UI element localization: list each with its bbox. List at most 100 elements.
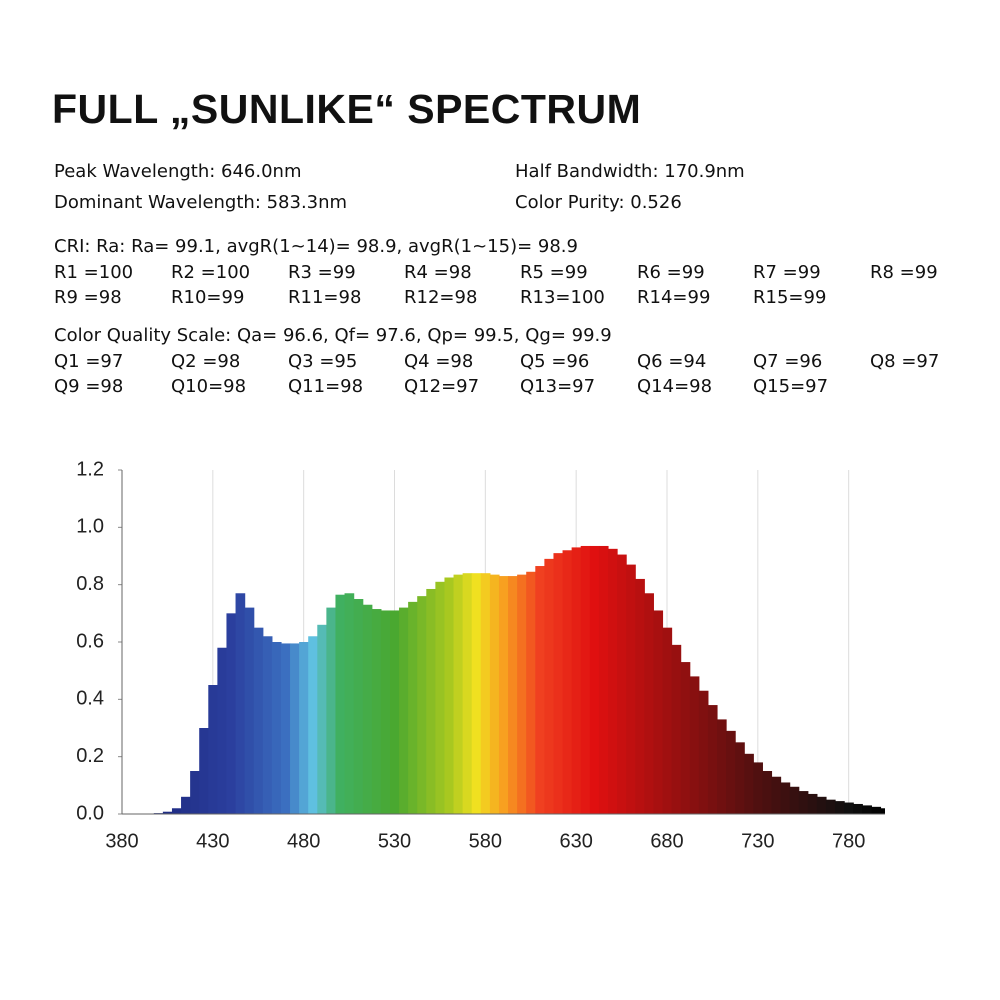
spectrum-bar (835, 801, 845, 814)
spectrum-bar (389, 610, 400, 814)
spectrum-bar (635, 578, 645, 814)
spectrum-bar (789, 786, 800, 814)
spectrum-bar (598, 545, 609, 814)
spectrum-bar (553, 553, 564, 814)
cqs-item: Q15=97 (753, 376, 829, 397)
spectrum-bar (244, 607, 255, 814)
cri-item: R12=98 (404, 287, 478, 308)
y-tick-label: 0.6 (76, 630, 104, 652)
x-tick-label: 730 (741, 830, 774, 852)
spectrum-bar (190, 771, 200, 814)
cri-item: R3 =99 (288, 262, 356, 283)
spec: Peak Wavelength: 646.0nm (54, 161, 302, 182)
spectrum (153, 545, 885, 814)
spectrum-bar (798, 791, 809, 814)
spec: Color Purity: 0.526 (515, 192, 682, 213)
cri-item: R11=98 (288, 287, 362, 308)
cri-item: R8 =99 (870, 262, 938, 283)
y-tick-label: 0.8 (76, 573, 104, 595)
spectrum-bar (453, 574, 464, 814)
spectrum-bar (489, 574, 500, 814)
spectrum-bar (880, 808, 885, 814)
y-tick-label: 1.0 (76, 516, 104, 538)
spectrum-bar (617, 554, 627, 814)
y-tick-label: 0.0 (76, 802, 104, 824)
spectrum-bar (199, 728, 209, 814)
cqs-item: Q10=98 (171, 376, 247, 397)
spectrum-bar (462, 573, 473, 814)
spectrum-bar (371, 609, 382, 814)
cri-item: R10=99 (171, 287, 245, 308)
spectrum-bar (317, 624, 327, 814)
spectrum-bar (226, 613, 237, 814)
spectrum-bar (362, 604, 373, 814)
cri-item: R9 =98 (54, 287, 122, 308)
spectrum-bar (589, 545, 600, 814)
spectrum-bar (526, 571, 536, 814)
spectrum-bar (762, 771, 773, 814)
spectrum-bar (626, 564, 636, 814)
x-tick-label: 480 (287, 830, 320, 852)
cqs-item: Q3 =95 (288, 351, 358, 372)
spectrum-bar (825, 799, 836, 814)
spectrum-bar (344, 593, 355, 814)
y-tick-label: 0.2 (76, 745, 104, 767)
cri-summary: CRI: Ra: Ra= 99.1, avgR(1~14)= 98.9, avg… (54, 236, 578, 257)
cri-item: R2 =100 (171, 262, 251, 283)
x-tick-label: 430 (196, 830, 229, 852)
spectrum-bar (698, 690, 709, 814)
spectrum-bar (680, 662, 691, 814)
spectrum-bar (517, 574, 527, 814)
spectrum-bar (844, 802, 854, 814)
x-tick-label: 580 (469, 830, 502, 852)
cqs-item: Q7 =96 (753, 351, 823, 372)
y-tick-label: 0.4 (76, 688, 104, 710)
spectrum-bar (444, 577, 455, 814)
spectrum-bar (753, 762, 763, 814)
cqs-item: Q6 =94 (637, 351, 707, 372)
spectrum-bar (771, 776, 782, 814)
spectrum-bar (162, 811, 173, 814)
spectrum-bar (816, 796, 827, 814)
spectrum-bar (807, 793, 818, 814)
cri-item: R4 =98 (404, 262, 472, 283)
spectrum-bar (417, 596, 427, 814)
cqs-item: Q2 =98 (171, 351, 241, 372)
spectrum-bar (653, 610, 664, 814)
x-tick-label: 630 (559, 830, 592, 852)
spectrum-bar (408, 601, 418, 814)
spectrum-bar (181, 796, 191, 814)
spectrum-bar (744, 753, 754, 814)
x-tick-label: 780 (832, 830, 865, 852)
spectrum-bar (707, 705, 718, 814)
x-tick-label: 530 (378, 830, 411, 852)
x-tick-label: 380 (105, 830, 138, 852)
cqs-item: Q5 =96 (520, 351, 590, 372)
spec: Dominant Wavelength: 583.3nm (54, 192, 348, 213)
spectrum-bar (308, 636, 318, 814)
cri-item: R15=99 (753, 287, 827, 308)
cqs-item: Q8 =97 (870, 351, 940, 372)
spectrum-bar (380, 610, 391, 814)
cri-item: R7 =99 (753, 262, 821, 283)
spectrum-bar (735, 742, 745, 814)
y-tick-label: 1.2 (76, 458, 104, 480)
cqs-item: Q13=97 (520, 376, 596, 397)
spec: Half Bandwidth: 170.9nm (515, 161, 745, 182)
spectrum-bar (280, 643, 291, 814)
cri-item: R14=99 (637, 287, 711, 308)
spectrum-bar (480, 573, 491, 814)
spectrum-bar (562, 550, 573, 814)
spectrum-bar (853, 803, 863, 814)
spectrum-bar (535, 566, 545, 814)
spectrum-bar (780, 782, 791, 814)
cri-item: R6 =99 (637, 262, 705, 283)
spectrum-bar (508, 576, 518, 814)
spectrum-bar (662, 627, 673, 814)
cri-item: R13=100 (520, 287, 605, 308)
cqs-summary: Color Quality Scale: Qa= 96.6, Qf= 97.6,… (54, 325, 612, 346)
cqs-item: Q12=97 (404, 376, 480, 397)
spectrum-bar (399, 607, 409, 814)
